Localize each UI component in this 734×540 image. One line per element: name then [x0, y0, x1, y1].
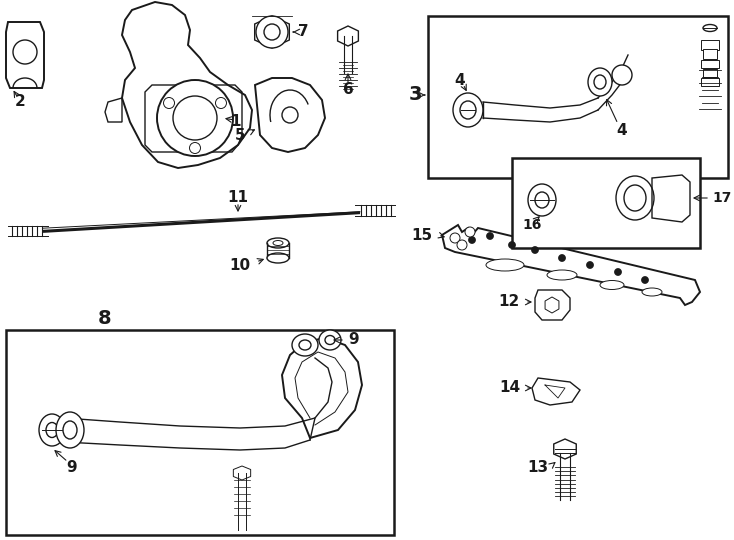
Circle shape	[450, 233, 460, 243]
Ellipse shape	[267, 238, 289, 248]
Ellipse shape	[703, 24, 717, 31]
Ellipse shape	[642, 288, 662, 296]
Ellipse shape	[528, 184, 556, 216]
Ellipse shape	[624, 185, 646, 211]
Ellipse shape	[486, 259, 524, 271]
Text: 3: 3	[409, 85, 422, 105]
Ellipse shape	[39, 414, 65, 446]
Bar	[701, 60, 719, 68]
Ellipse shape	[547, 270, 577, 280]
Circle shape	[586, 261, 594, 268]
Ellipse shape	[319, 330, 341, 350]
Ellipse shape	[267, 253, 289, 263]
Circle shape	[612, 65, 632, 85]
Text: 17: 17	[712, 191, 731, 205]
Text: 6: 6	[343, 83, 353, 98]
Ellipse shape	[453, 93, 483, 127]
Ellipse shape	[460, 101, 476, 119]
Circle shape	[157, 80, 233, 156]
Circle shape	[457, 240, 467, 250]
Text: 2: 2	[15, 94, 26, 110]
Text: 15: 15	[411, 227, 432, 242]
Circle shape	[465, 227, 475, 237]
Text: 5: 5	[234, 127, 245, 143]
Bar	[703, 69, 717, 77]
Bar	[512, 158, 700, 248]
Text: 4: 4	[617, 123, 628, 138]
Ellipse shape	[616, 176, 654, 220]
Bar	[701, 78, 719, 86]
Circle shape	[531, 246, 539, 253]
Bar	[428, 16, 728, 178]
Text: 9: 9	[67, 461, 77, 476]
Text: 8: 8	[98, 308, 112, 327]
Bar	[6, 330, 394, 535]
Ellipse shape	[56, 412, 84, 448]
Text: 4: 4	[454, 72, 465, 87]
Ellipse shape	[535, 192, 549, 208]
Circle shape	[487, 233, 493, 240]
Circle shape	[509, 241, 515, 248]
Circle shape	[559, 254, 565, 261]
Circle shape	[468, 237, 476, 244]
Text: 1: 1	[230, 114, 241, 130]
Text: 11: 11	[228, 191, 249, 206]
Text: 10: 10	[229, 258, 250, 273]
Circle shape	[256, 16, 288, 48]
Circle shape	[216, 98, 227, 109]
Circle shape	[642, 276, 649, 284]
Ellipse shape	[46, 422, 58, 437]
Text: 12: 12	[498, 294, 520, 309]
Circle shape	[264, 24, 280, 40]
Circle shape	[173, 96, 217, 140]
Ellipse shape	[273, 240, 283, 246]
Ellipse shape	[299, 340, 311, 350]
Ellipse shape	[594, 75, 606, 89]
Text: 7: 7	[298, 24, 308, 39]
Bar	[703, 49, 717, 59]
Circle shape	[614, 268, 622, 275]
Bar	[701, 40, 719, 50]
Circle shape	[164, 98, 175, 109]
Circle shape	[282, 107, 298, 123]
Ellipse shape	[63, 421, 77, 439]
Circle shape	[189, 143, 200, 153]
Text: 16: 16	[523, 218, 542, 232]
Ellipse shape	[588, 68, 612, 96]
Circle shape	[13, 40, 37, 64]
Text: 14: 14	[499, 381, 520, 395]
Ellipse shape	[292, 334, 318, 356]
Ellipse shape	[600, 280, 624, 289]
Text: 9: 9	[348, 333, 359, 348]
Text: 13: 13	[527, 461, 548, 476]
Ellipse shape	[325, 335, 335, 345]
